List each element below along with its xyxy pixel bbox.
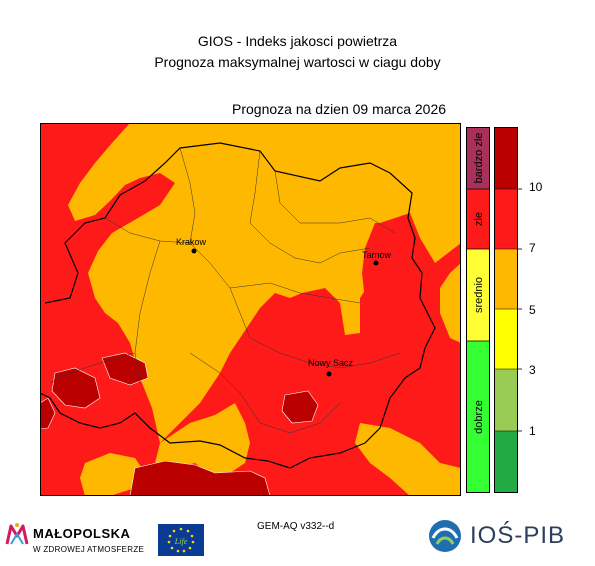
tick-label-5: 5 — [529, 303, 536, 317]
zone-srednio-main — [68, 123, 461, 443]
zone-srednio-east — [440, 263, 461, 343]
zone-bardzo-zle-4 — [129, 460, 271, 496]
county-borders — [49, 147, 401, 434]
tick-label-10: 10 — [529, 180, 543, 194]
city-label-krakow: Krakow — [176, 237, 207, 247]
zone-zle-tarnow — [362, 223, 418, 313]
malopolska-logo-icon — [5, 523, 29, 545]
svg-text:Life: Life — [174, 537, 188, 546]
forecast-date: Prognoza na dzien 09 marca 2026 — [232, 101, 447, 117]
band-0-1 — [494, 431, 518, 493]
band-7-10 — [494, 189, 518, 249]
legend-label-dobrze: dobrze — [473, 400, 485, 434]
band-5-7 — [494, 249, 518, 309]
map-frame — [40, 123, 461, 496]
category-legend: bardzo zle zle srednio dobrze — [466, 127, 490, 493]
air-quality-map: Krakow Tarnow Nowy Sacz — [40, 123, 461, 496]
legend-label-bardzo-zle: bardzo zle — [473, 133, 485, 184]
malopolska-tagline: W ZDROWEJ ATMOSFERZE — [33, 545, 145, 554]
legend-cat-dobrze — [466, 341, 490, 493]
tick-label-1: 1 — [529, 424, 536, 438]
zone-srednio-south — [155, 403, 250, 475]
tick-label-3: 3 — [529, 363, 536, 377]
eu-life-logo-icon: Life — [158, 524, 204, 556]
legend-cat-srednio — [466, 249, 490, 341]
legend-label-zle: zle — [473, 212, 485, 226]
zone-srednio-southeast — [355, 423, 461, 496]
tick-label-7: 7 — [529, 241, 536, 255]
ios-pib-logo-icon — [429, 520, 461, 552]
city-label-tarnow: Tarnow — [362, 250, 392, 260]
map-subtitle: Prognoza maksymalnej wartosci w ciagu do… — [154, 54, 441, 70]
legend-label-srednio: srednio — [473, 277, 485, 313]
band-1-3 — [494, 369, 518, 431]
zone-bardzo-zle-1 — [51, 367, 101, 409]
value-colorbar — [494, 127, 522, 493]
band-10-plus — [494, 127, 518, 189]
city-marker-krakow — [191, 248, 197, 254]
zone-bardzo-zle-3 — [281, 390, 319, 424]
model-version: GEM-AQ v332--d — [257, 521, 335, 532]
zone-bardzo-zle-5 — [40, 397, 56, 430]
malopolska-name: MAŁOPOLSKA — [33, 526, 131, 541]
city-marker-tarnow — [373, 260, 379, 266]
ios-pib-name: IOŚ-PIB — [470, 522, 566, 549]
city-label-nowy-sacz: Nowy Sacz — [308, 358, 354, 368]
voivodeship-border — [40, 142, 436, 469]
legend-cat-bardzo-zle — [466, 127, 490, 189]
legend-cat-zle — [466, 189, 490, 249]
city-marker-nowy-sacz — [326, 371, 332, 377]
band-3-5 — [494, 309, 518, 369]
map-title: GIOS - Indeks jakosci powietrza — [197, 33, 398, 49]
zone-srednio-southwest — [80, 453, 145, 496]
